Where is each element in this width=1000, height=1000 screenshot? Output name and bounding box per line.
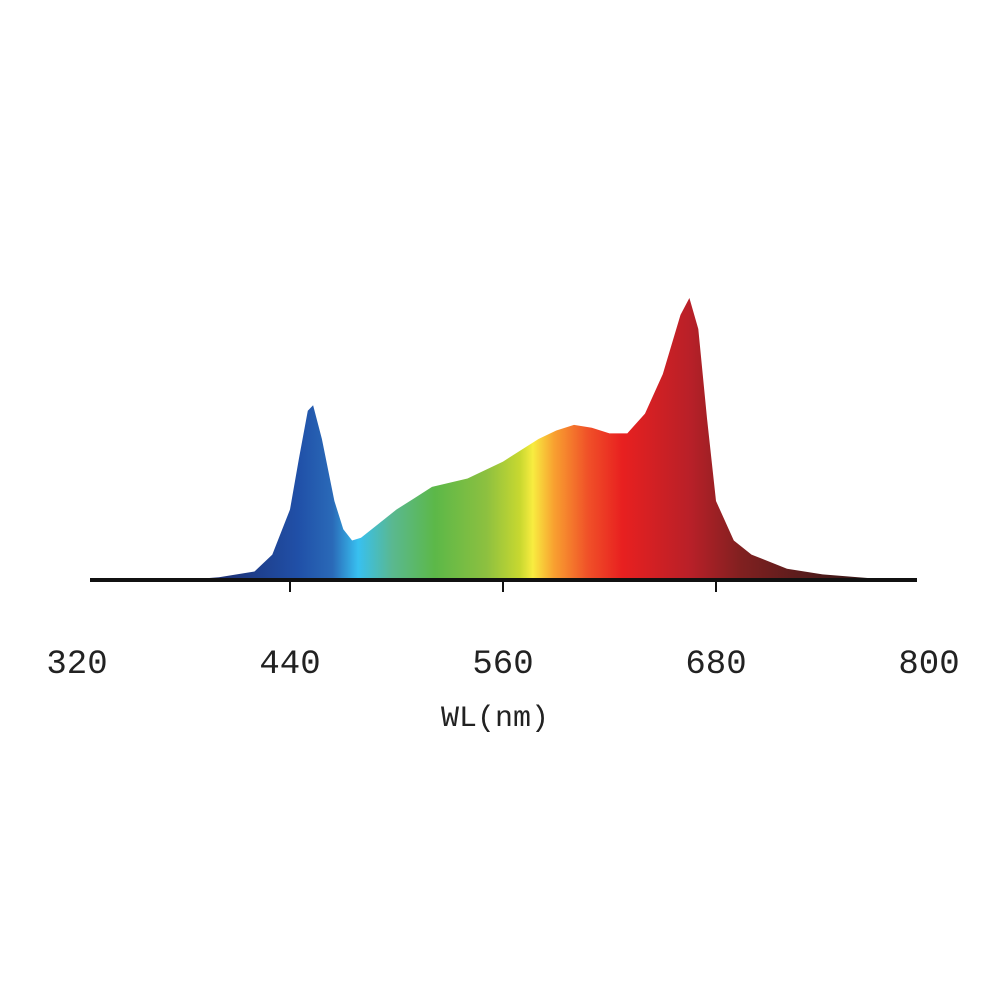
x-tick-label: 440 <box>259 646 320 684</box>
spectrum-area <box>77 298 929 580</box>
x-tick-label: 320 <box>46 646 107 684</box>
x-tick-label: 800 <box>898 646 959 684</box>
x-axis-label: WL(nm) <box>441 702 549 736</box>
x-tick-label: 680 <box>685 646 746 684</box>
x-tick-label: 560 <box>472 646 533 684</box>
plot-area <box>77 298 929 592</box>
